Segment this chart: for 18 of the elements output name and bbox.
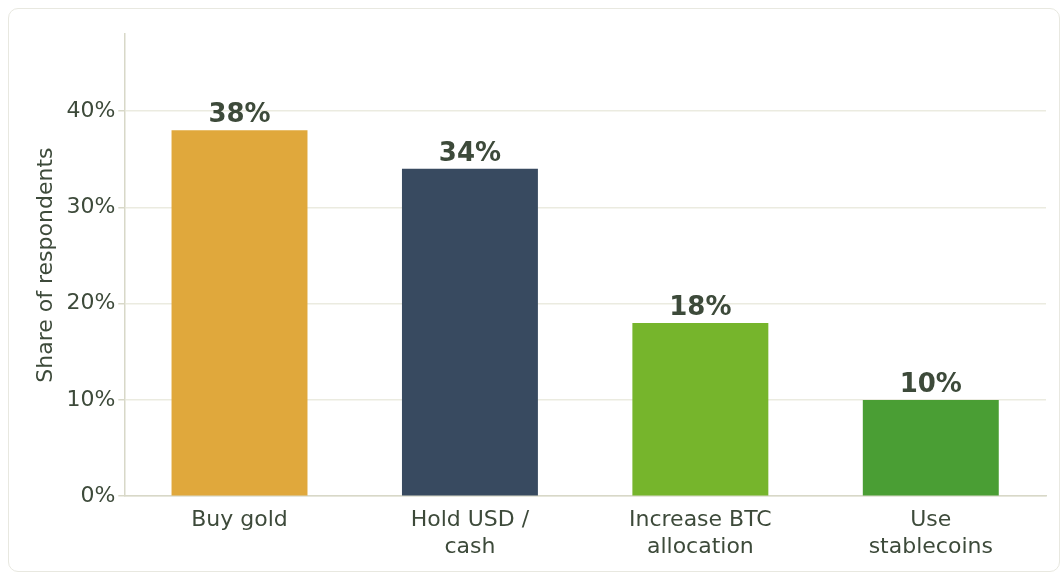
y-tick-label: 0%: [80, 481, 116, 507]
data-label: 18%: [669, 290, 732, 321]
y-tick-label: 20%: [66, 289, 116, 315]
x-tick-label: Hold USD / cash: [410, 506, 530, 558]
data-label: 38%: [208, 98, 271, 129]
x-tick-label: Increase BTC allocation: [629, 506, 772, 558]
bar: [632, 322, 769, 496]
bar: [862, 399, 999, 496]
y-axis-title: Share of respondents: [31, 147, 57, 383]
y-tick-label: 40%: [66, 96, 116, 122]
x-tick-label: Use stablecoins: [868, 506, 993, 558]
x-tick-label: Buy gold: [191, 506, 288, 532]
bar: [401, 168, 538, 496]
y-tick-label: 30%: [66, 193, 116, 219]
data-label: 34%: [438, 136, 502, 167]
y-tick-label: 10%: [66, 385, 116, 411]
bar: [171, 130, 308, 496]
data-label: 10%: [899, 367, 962, 398]
